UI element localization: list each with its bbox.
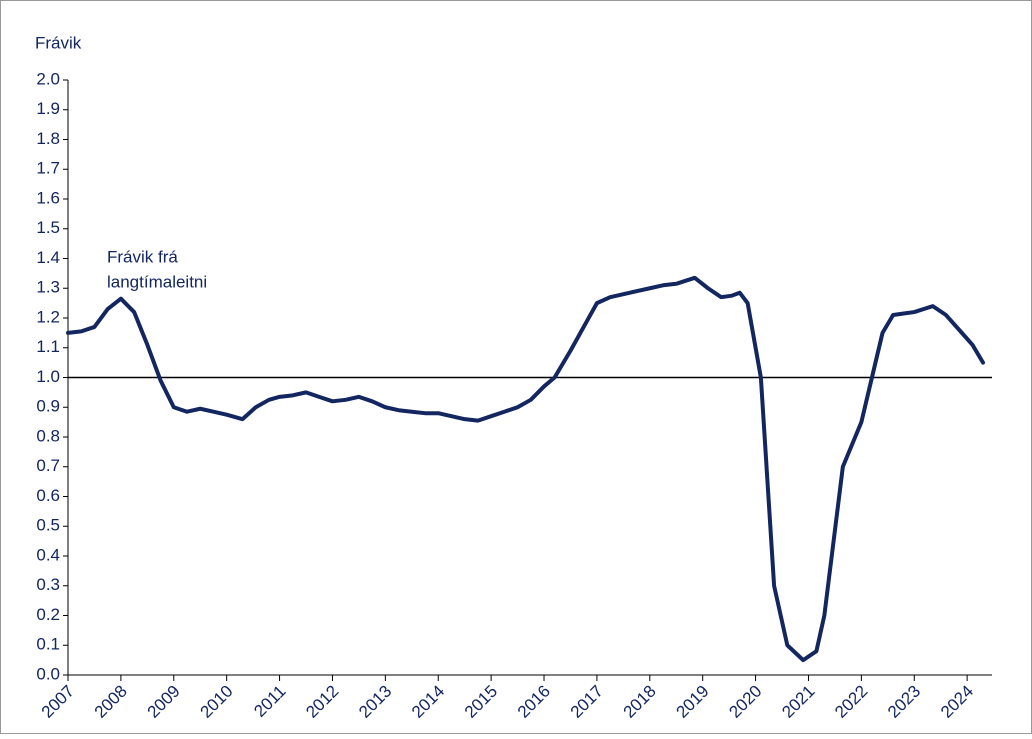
annotation: Frávik frá: [107, 247, 178, 266]
data-line: [66, 275, 986, 663]
y-tick-label: 0.7: [36, 456, 60, 475]
y-tick-label: 0.1: [36, 635, 60, 654]
y-tick-label: 1.2: [36, 307, 60, 326]
y-tick-label: 1.8: [36, 129, 60, 148]
y-tick-label: 1.5: [36, 218, 60, 237]
y-tick-label: 0.4: [36, 545, 60, 564]
y-tick-label: 0.8: [36, 426, 60, 445]
annotation: langtímaleitni: [107, 272, 207, 291]
y-tick-label: 0.6: [36, 486, 60, 505]
y-tick-label: 1.0: [36, 367, 60, 386]
y-tick-label: 1.9: [36, 99, 60, 118]
y-tick-label: 1.3: [36, 278, 60, 297]
y-tick-label: 0.9: [36, 397, 60, 416]
y-tick-label: 1.4: [36, 248, 60, 267]
y-tick-label: 1.1: [36, 337, 60, 356]
y-tick-label: 0.2: [36, 605, 60, 624]
y-axis-label: Frávik: [35, 33, 82, 52]
y-tick-label: 2.0: [36, 69, 60, 88]
y-tick-label: 1.7: [36, 159, 60, 178]
y-tick-label: 0.3: [36, 575, 60, 594]
y-tick-label: 0.0: [36, 664, 60, 683]
y-tick-label: 0.5: [36, 516, 60, 535]
y-tick-label: 1.6: [36, 188, 60, 207]
